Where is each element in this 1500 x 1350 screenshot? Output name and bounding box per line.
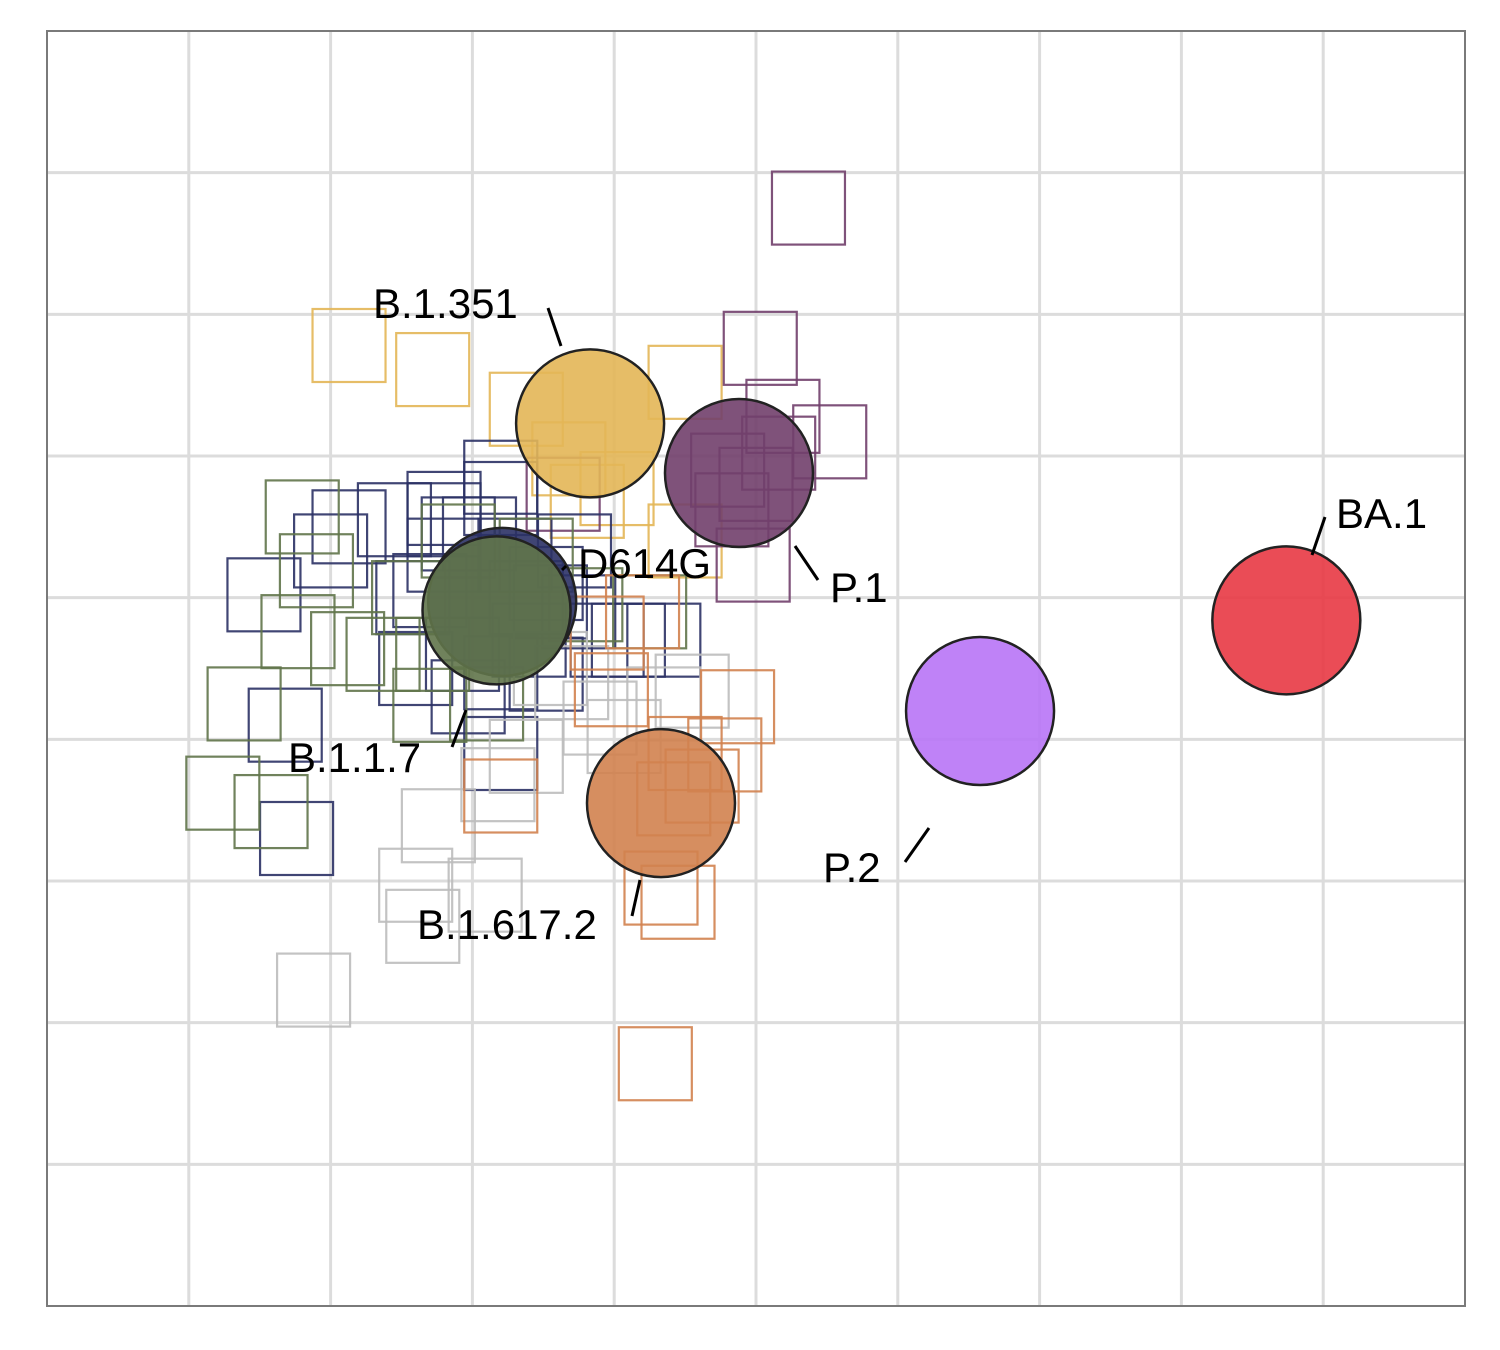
- serum-point: [460, 747, 536, 823]
- serum-point: [278, 533, 355, 609]
- serum-point: [770, 170, 847, 246]
- label-leader-line: [560, 564, 568, 572]
- serum-point: [385, 888, 461, 964]
- serum-point: [206, 666, 282, 742]
- antigen-point: [514, 348, 666, 499]
- serum-point: [617, 1026, 693, 1102]
- serum-point: [311, 307, 387, 384]
- antigen-point: [421, 535, 572, 686]
- serum-point: [463, 715, 539, 792]
- serum-point: [463, 758, 539, 834]
- antigen-point: [1211, 545, 1362, 696]
- label-leader-line: [903, 827, 931, 863]
- antigen-point: [585, 727, 737, 879]
- serum-point: [400, 788, 476, 864]
- serum-point: [488, 718, 564, 794]
- serum-point: [258, 800, 335, 877]
- serum-point: [392, 667, 468, 743]
- label-b1351: B.1.351: [373, 280, 518, 327]
- serum-point: [406, 470, 482, 547]
- label-leader-lines: [450, 307, 1327, 917]
- label-b16172: B.1.617.2: [417, 901, 597, 948]
- serum-point: [654, 653, 730, 729]
- serum-point: [311, 489, 387, 565]
- antigen-labels: B.1.351 D614G P.1 BA.1 B.1.1.7 P.2 B.1.6…: [288, 280, 1427, 948]
- serum-point: [395, 331, 471, 408]
- antigens-layer: [421, 348, 1362, 879]
- serum-point: [447, 857, 523, 933]
- serum-point: [264, 479, 340, 555]
- label-leader-line: [630, 879, 642, 917]
- serum-point: [293, 513, 369, 589]
- serum-point: [233, 773, 309, 850]
- serum-point: [247, 687, 323, 763]
- label-p2: P.2: [823, 844, 881, 891]
- serum-point: [185, 755, 261, 831]
- label-leader-line: [793, 545, 820, 581]
- serum-point: [275, 952, 352, 1028]
- serum-point: [378, 847, 454, 923]
- label-leader-line: [450, 709, 468, 748]
- label-ba1: BA.1: [1336, 490, 1427, 537]
- serum-point: [573, 652, 649, 728]
- label-b117: B.1.1.7: [288, 734, 421, 781]
- serum-point: [345, 616, 421, 692]
- plot-border: [46, 30, 1466, 1307]
- serum-point: [699, 669, 776, 745]
- serum-point: [722, 310, 798, 386]
- label-leader-line: [546, 307, 563, 347]
- label-leader-line: [1310, 516, 1327, 556]
- label-d614g: D614G: [578, 540, 711, 587]
- serum-point: [626, 602, 702, 678]
- serum-point: [604, 574, 681, 650]
- antigen-point: [663, 397, 815, 549]
- serum-point: [562, 680, 638, 756]
- label-p1: P.1: [830, 564, 888, 611]
- antigen-point: [904, 635, 1056, 787]
- serum-point: [260, 594, 336, 670]
